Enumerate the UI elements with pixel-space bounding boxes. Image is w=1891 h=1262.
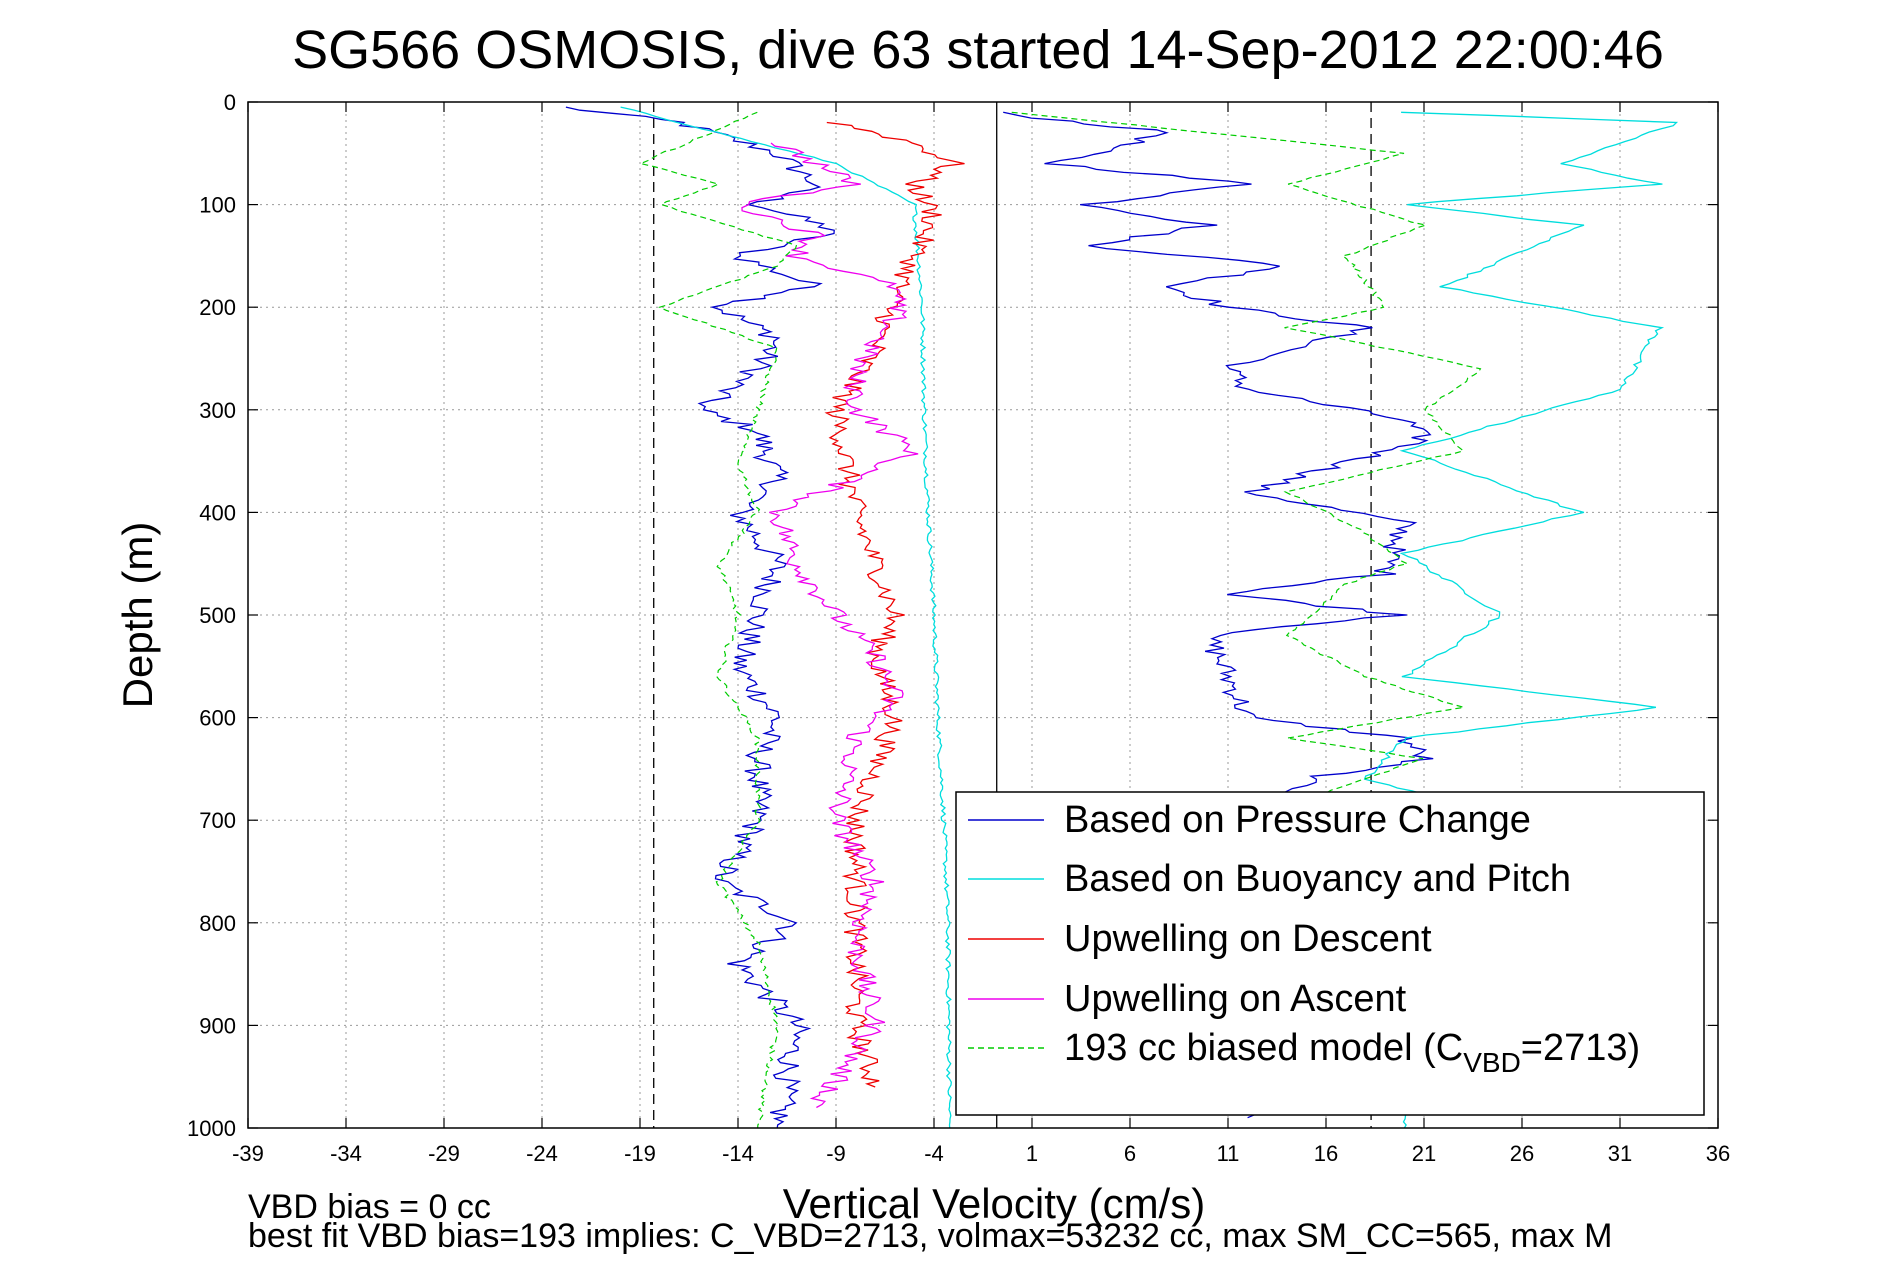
x-axis-label: Vertical Velocity (cm/s)	[783, 1180, 1205, 1227]
x-tick-label: -29	[428, 1141, 460, 1166]
legend-box	[955, 791, 1705, 1116]
legend: Based on Pressure Change Based on Buoyanc…	[955, 791, 1705, 1116]
y-tick-label: 0	[224, 90, 236, 115]
x-tick-label: 21	[1412, 1141, 1436, 1166]
x-tick-label: -24	[526, 1141, 558, 1166]
x-axis-ticks: -39 -34 -29 -24 -19 -14 -9 -4 1 6 11 16 21 26 31 36	[232, 102, 1730, 1166]
legend-label: Based on Buoyancy and Pitch	[1064, 858, 1571, 900]
y-tick-label: 400	[199, 500, 236, 525]
legend-label: 193 cc biased model (CVBD=2713)	[1064, 1027, 1640, 1078]
y-tick-label: 300	[199, 398, 236, 423]
series-line-0-descent	[565, 106, 835, 1129]
x-tick-label: 1	[1026, 1141, 1038, 1166]
y-tick-label: 200	[199, 295, 236, 320]
x-tick-label: -39	[232, 1141, 264, 1166]
legend-label: Upwelling on Descent	[1064, 918, 1432, 960]
y-axis-ticks: 0 100 200 300 400 500 600 700 800 900 1000	[187, 90, 1718, 1141]
y-tick-label: 100	[199, 193, 236, 218]
y-axis-label: Depth (m)	[114, 522, 161, 709]
y-tick-label: 900	[199, 1013, 236, 1038]
x-tick-label: 26	[1510, 1141, 1534, 1166]
y-tick-label: 700	[199, 808, 236, 833]
y-tick-label: 600	[199, 706, 236, 731]
x-tick-label: 36	[1706, 1141, 1730, 1166]
x-tick-label: 6	[1124, 1141, 1136, 1166]
chart-title: SG566 OSMOSIS, dive 63 started 14-Sep-20…	[292, 20, 1664, 80]
series-line-4-descent	[638, 111, 798, 1129]
x-tick-label: 31	[1608, 1141, 1632, 1166]
x-tick-label: -9	[826, 1141, 846, 1166]
y-tick-label: 500	[199, 603, 236, 628]
legend-label: Based on Pressure Change	[1064, 799, 1531, 841]
x-tick-label: -34	[330, 1141, 362, 1166]
series-line-2-descent	[824, 121, 965, 1088]
y-tick-label: 800	[199, 911, 236, 936]
x-tick-label: 11	[1217, 1141, 1240, 1166]
series-line-1-descent	[620, 106, 952, 1129]
series-line-3-descent	[741, 142, 919, 1109]
x-tick-label: -19	[624, 1141, 656, 1166]
annotation-vbd-bias: VBD bias = 0 cc	[248, 1188, 491, 1226]
x-tick-label: -4	[924, 1141, 944, 1166]
x-tick-label: -14	[722, 1141, 754, 1166]
annotation-best-fit: best fit VBD bias=193 implies: C_VBD=271…	[248, 1217, 1612, 1255]
y-tick-label: 1000	[187, 1116, 236, 1141]
legend-label: Upwelling on Ascent	[1064, 978, 1407, 1020]
x-tick-label: 16	[1314, 1141, 1338, 1166]
